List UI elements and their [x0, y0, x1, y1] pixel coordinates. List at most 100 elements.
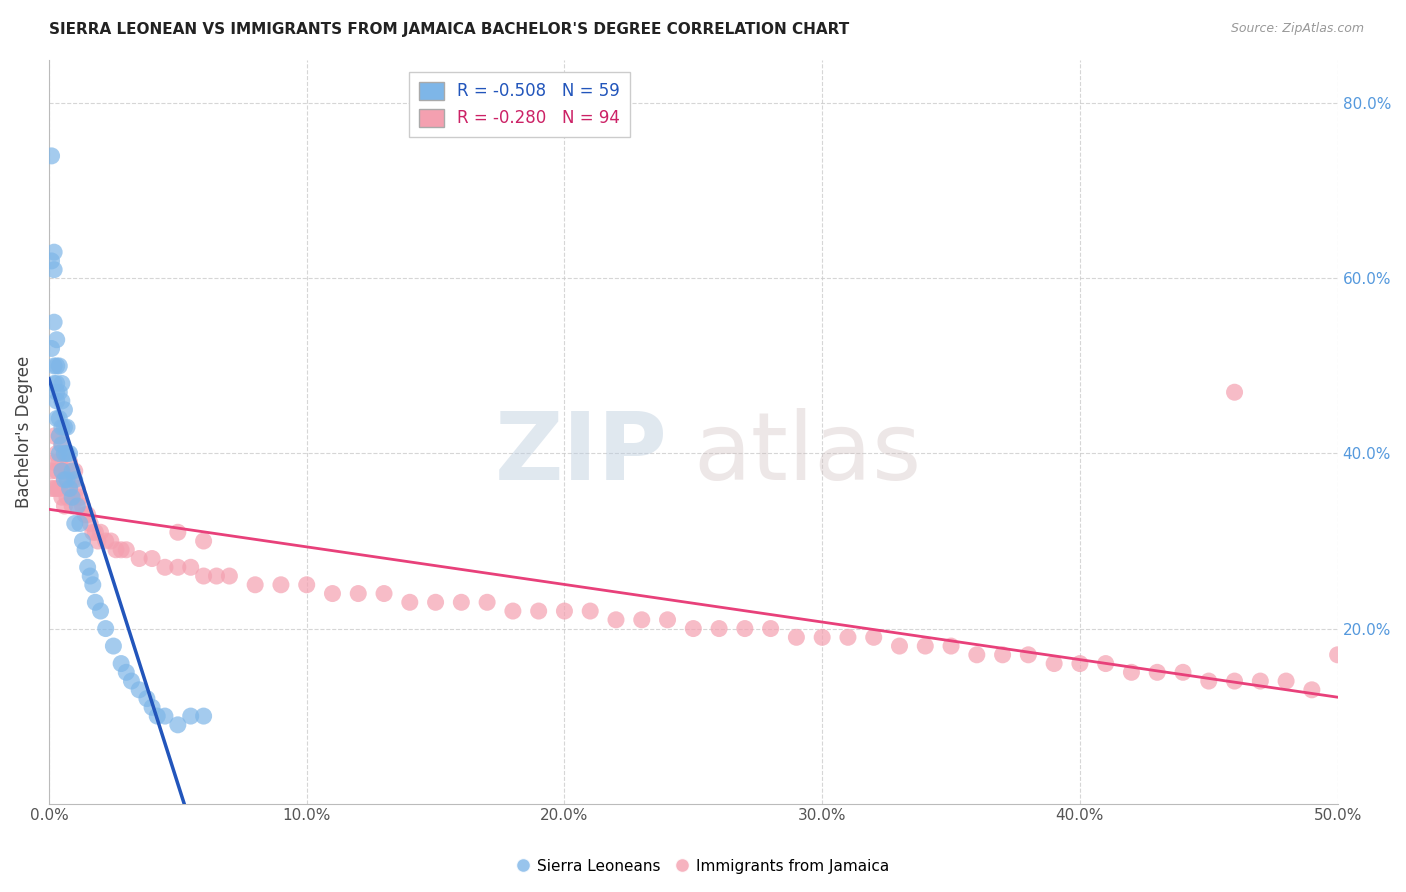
- Text: SIERRA LEONEAN VS IMMIGRANTS FROM JAMAICA BACHELOR'S DEGREE CORRELATION CHART: SIERRA LEONEAN VS IMMIGRANTS FROM JAMAIC…: [49, 22, 849, 37]
- Point: [1326, 648, 1348, 662]
- Point: [63, 490, 86, 504]
- Point: [553, 604, 575, 618]
- Point: [1146, 665, 1168, 680]
- Point: [56, 420, 79, 434]
- Point: [966, 648, 988, 662]
- Point: [53, 499, 76, 513]
- Point: [104, 542, 127, 557]
- Point: [166, 525, 188, 540]
- Point: [939, 639, 962, 653]
- Point: [63, 516, 86, 531]
- Point: [425, 595, 447, 609]
- Point: [1121, 665, 1143, 680]
- Point: [146, 709, 169, 723]
- Point: [56, 464, 79, 478]
- Point: [94, 622, 117, 636]
- Point: [1198, 674, 1220, 689]
- Point: [1249, 674, 1271, 689]
- Point: [48, 482, 70, 496]
- Point: [56, 490, 79, 504]
- Point: [76, 560, 98, 574]
- Point: [60, 464, 83, 478]
- Point: [53, 402, 76, 417]
- Point: [321, 586, 343, 600]
- Point: [991, 648, 1014, 662]
- Point: [56, 473, 79, 487]
- Point: [42, 455, 65, 469]
- Point: [51, 376, 73, 391]
- Point: [45, 359, 67, 373]
- Point: [120, 674, 142, 689]
- Point: [45, 376, 67, 391]
- Point: [51, 464, 73, 478]
- Point: [837, 630, 859, 644]
- Point: [153, 560, 176, 574]
- Point: [657, 613, 679, 627]
- Point: [1275, 674, 1298, 689]
- Point: [79, 569, 101, 583]
- Point: [87, 534, 110, 549]
- Point: [103, 639, 125, 653]
- Point: [41, 482, 63, 496]
- Point: [84, 525, 107, 540]
- Point: [110, 657, 132, 671]
- Point: [41, 149, 63, 163]
- Point: [42, 359, 65, 373]
- Point: [45, 464, 67, 478]
- Point: [193, 534, 215, 549]
- Point: [205, 569, 228, 583]
- Point: [69, 490, 91, 504]
- Point: [72, 534, 94, 549]
- Point: [914, 639, 936, 653]
- Point: [110, 542, 132, 557]
- Point: [60, 490, 83, 504]
- Point: [243, 578, 266, 592]
- Point: [811, 630, 834, 644]
- Point: [682, 622, 704, 636]
- Text: Source: ZipAtlas.com: Source: ZipAtlas.com: [1230, 22, 1364, 36]
- Point: [84, 595, 107, 609]
- Point: [45, 482, 67, 496]
- Point: [218, 569, 240, 583]
- Point: [41, 464, 63, 478]
- Point: [73, 508, 96, 522]
- Point: [1223, 674, 1246, 689]
- Point: [48, 385, 70, 400]
- Point: [502, 604, 524, 618]
- Point: [42, 315, 65, 329]
- Point: [45, 394, 67, 409]
- Point: [115, 542, 138, 557]
- Point: [166, 560, 188, 574]
- Point: [41, 254, 63, 268]
- Point: [450, 595, 472, 609]
- Point: [128, 682, 150, 697]
- Point: [60, 473, 83, 487]
- Point: [193, 709, 215, 723]
- Text: atlas: atlas: [693, 408, 921, 500]
- Point: [76, 508, 98, 522]
- Point: [48, 429, 70, 443]
- Point: [785, 630, 807, 644]
- Point: [51, 490, 73, 504]
- Point: [58, 446, 80, 460]
- Point: [707, 622, 730, 636]
- Point: [734, 622, 756, 636]
- Point: [41, 342, 63, 356]
- Point: [527, 604, 550, 618]
- Point: [53, 473, 76, 487]
- Point: [270, 578, 292, 592]
- Point: [56, 446, 79, 460]
- Point: [180, 560, 202, 574]
- Point: [48, 359, 70, 373]
- Point: [45, 385, 67, 400]
- Text: ZIP: ZIP: [495, 408, 668, 500]
- Point: [153, 709, 176, 723]
- Point: [79, 516, 101, 531]
- Point: [94, 534, 117, 549]
- Point: [1069, 657, 1091, 671]
- Point: [72, 499, 94, 513]
- Point: [48, 455, 70, 469]
- Point: [42, 262, 65, 277]
- Point: [69, 516, 91, 531]
- Point: [82, 578, 104, 592]
